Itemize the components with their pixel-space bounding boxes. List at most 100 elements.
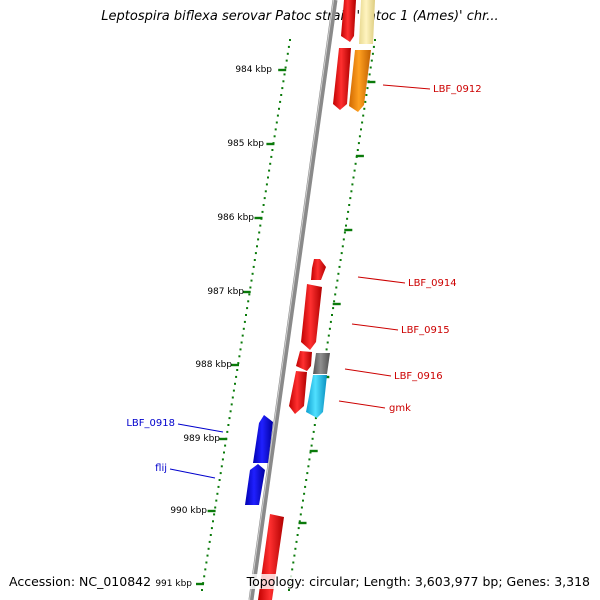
scale-tick [201,589,203,591]
scale-tick [240,341,243,344]
gene-label-lbf-0914[interactable]: LBF_0914 [408,278,457,289]
chromosome-backbone-highlight [249,0,334,600]
gene-label-lbf-0915[interactable]: LBF_0915 [401,325,450,336]
reverse-genes [245,415,273,505]
scale-tick [332,307,335,310]
gene-label-lbf-0918[interactable]: LBF_0918 [126,418,175,429]
scale-tick [306,472,309,475]
gene-feature[interactable] [349,50,371,112]
gene-feature[interactable] [245,464,265,505]
gene-feature[interactable] [301,284,322,350]
scale-tick [245,314,247,316]
scale-tick [215,499,218,502]
scale-ticks-right [288,39,376,591]
scale-tick [258,231,261,234]
scale-tick [265,183,268,186]
scale-tick [295,540,298,543]
gene-feature[interactable] [359,0,375,44]
gene-feature[interactable] [289,371,307,414]
scale-tick [358,135,361,138]
gene-feature[interactable] [333,48,351,110]
scale-tick [231,396,234,399]
scale-label: 986 kbp [217,213,254,223]
scale-tick [304,485,307,488]
scale-tick [361,121,364,124]
scale-tick [251,272,254,275]
scale-tick [242,327,245,330]
scale-tick [327,334,330,337]
scale-tick [243,320,246,323]
scale-tick [235,375,238,378]
scale-major-tick [231,363,239,367]
label-leader [357,276,406,284]
gene-feature[interactable] [296,351,312,371]
scale-tick [347,210,350,213]
scale-label: 987 kbp [207,287,244,297]
scale-tick [271,149,274,151]
gene-feature[interactable] [313,353,330,374]
scale-tick [263,197,266,200]
scale-tick [234,382,236,385]
scale-tick [339,259,342,261]
scale-tick [294,547,297,550]
gene-label-lbf-0916[interactable]: LBF_0916 [394,371,443,382]
forward-genes [258,0,375,600]
scale-tick [252,265,255,268]
scale-tick [341,245,344,248]
scale-tick [276,114,279,117]
scale-tick [371,52,374,55]
scale-tick [236,369,239,371]
scale-tick [208,540,211,543]
scale-tick [261,210,264,213]
gene-feature[interactable] [341,0,356,42]
scale-major-tick [332,302,341,306]
scale-tick [287,45,290,48]
topology-text: Topology: circular; Length: 3,603,977 bp… [244,574,592,589]
scale-tick [333,300,336,303]
scale-tick [346,217,349,220]
gene-feature[interactable] [311,259,326,280]
scale-tick [308,458,311,461]
scale-tick [247,300,250,303]
scale-tick [309,451,312,454]
scale-tick [216,492,219,495]
scale-tick [340,252,343,255]
scale-tick [213,513,216,516]
scale-major-tick [219,437,228,441]
scale-tick [204,568,207,571]
scale-tick [338,265,341,268]
scale-tick [299,513,302,516]
scale-tick [223,451,225,454]
scale-tick [210,527,213,530]
scale-tick [369,66,372,69]
scale-tick [239,348,242,351]
scale-label: 985 kbp [227,139,264,149]
scale-tick [349,197,352,200]
scale-tick [350,190,353,193]
scale-tick [331,314,333,316]
scale-tick [370,59,373,62]
scale-tick [353,169,356,172]
scale-tick [267,176,269,179]
scale-tick [291,568,294,571]
scale-tick [325,348,328,351]
scale-tick [221,458,224,461]
scale-tick [307,465,310,468]
gene-label-gmk[interactable]: gmk [389,403,411,414]
scale-tick [289,39,291,41]
scale-tick [314,417,317,420]
scale-tick [220,465,223,468]
gene-label-flij[interactable]: flij [155,463,167,474]
scale-tick [224,444,227,447]
gene-feature[interactable] [306,375,327,418]
scale-tick [232,389,235,392]
gene-label-lbf-0912[interactable]: LBF_0912 [433,84,482,95]
scale-tick [281,87,284,90]
scale-tick [310,444,313,447]
scale-tick [207,547,210,550]
scale-tick [206,554,209,557]
scale-tick [362,114,365,117]
label-leader [351,323,399,331]
scale-tick [256,245,258,248]
gene-feature[interactable] [253,415,273,463]
